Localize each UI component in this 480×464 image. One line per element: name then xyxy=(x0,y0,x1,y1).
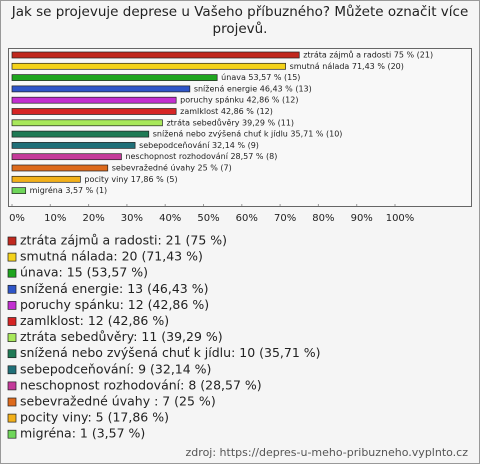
bar xyxy=(11,164,109,172)
legend-swatch xyxy=(7,349,17,359)
bar xyxy=(11,142,136,149)
data-label: sebepodceňování 32,14 % (9) xyxy=(139,140,259,150)
bar xyxy=(11,130,150,138)
legend-label: migréna: 1 (3,57 %) xyxy=(20,426,145,441)
bar xyxy=(11,51,300,59)
data-label: zamlklost 42,86 % (12) xyxy=(180,107,273,116)
x-tick-label: 0% xyxy=(9,213,25,224)
legend-label: zamlklost: 12 (42,86 %) xyxy=(20,313,169,328)
data-label: poruchy spánku 42,86 % (12) xyxy=(180,96,298,105)
x-tick-label: 60% xyxy=(236,213,258,224)
x-tick-label: 80% xyxy=(312,213,334,224)
legend-swatch xyxy=(7,365,17,375)
legend-swatch xyxy=(7,236,17,246)
data-label: snížená energie 46,43 % (13) xyxy=(194,84,312,93)
legend-swatch xyxy=(7,429,17,439)
x-tick-label: 90% xyxy=(351,213,373,224)
data-label: smutná nálada 71,43 % (20) xyxy=(290,62,404,71)
legend-swatch xyxy=(7,333,17,342)
legend-label: poruchy spánku: 12 (42,86 %) xyxy=(20,297,209,312)
x-tick-label: 70% xyxy=(274,213,296,224)
legend-swatch xyxy=(7,301,17,310)
legend-label: pocity viny: 5 (17,86 %) xyxy=(20,410,169,425)
legend-label: neschopnost rozhodování: 8 (28,57 %) xyxy=(20,377,262,392)
data-label: snížená nebo zvýšená chuť k jídlu 35,71 … xyxy=(153,129,343,139)
source: zdroj: https://depres-u-meho-pribuzneho.… xyxy=(186,446,469,459)
x-tick-label: 10% xyxy=(44,213,66,224)
title-box: Jak se projevuje deprese u Vašeho příbuz… xyxy=(11,4,469,37)
bar xyxy=(11,85,191,93)
bar xyxy=(11,187,27,194)
x-tick-label: 40% xyxy=(159,213,181,224)
legend-swatch xyxy=(7,317,17,326)
legend-swatch xyxy=(7,268,17,278)
x-tick-label: 50% xyxy=(197,213,219,224)
data-label: pocity viny 17,86 % (5) xyxy=(84,175,177,184)
legend-swatch xyxy=(7,381,17,391)
data-label: sebevražedné úvahy 25 % (7) xyxy=(112,163,232,173)
legend-label: sebepodceňování: 9 (32,14 %) xyxy=(20,361,211,376)
bar xyxy=(11,62,286,70)
bar xyxy=(11,175,81,183)
x-tick-label: 100% xyxy=(386,213,415,224)
bar xyxy=(11,119,163,127)
data-label: migréna 3,57 % (1) xyxy=(30,185,107,195)
x-tick-label: 30% xyxy=(121,213,143,224)
legend-swatch xyxy=(7,284,17,294)
legend-swatch xyxy=(7,413,17,423)
bar xyxy=(11,108,177,115)
legend-swatch xyxy=(7,397,17,407)
legend-label: smutná nálada: 20 (71,43 %) xyxy=(20,249,203,264)
bar xyxy=(11,153,122,161)
legend-swatch xyxy=(7,252,17,262)
legend-label: únava: 15 (53,57 %) xyxy=(20,265,148,280)
legend-label: sebevražedné úvahy : 7 (25 %) xyxy=(20,394,216,409)
chart-title: Jak se projevuje deprese u Vašeho příbuz… xyxy=(11,4,469,37)
data-label: únava 53,57 % (15) xyxy=(221,73,300,82)
legend-label: snížená nebo zvýšená chuť k jídlu: 10 (3… xyxy=(20,345,321,360)
legend-label: ztráta sebedůvěry: 11 (39,29 %) xyxy=(20,329,223,344)
data-label: ztráta sebedůvěry 39,29 % (11) xyxy=(166,117,294,127)
legend-label: ztráta zájmů a radosti: 21 (75 %) xyxy=(20,233,227,248)
bar xyxy=(11,96,177,104)
data-label: neschopnost rozhodování 28,57 % (8) xyxy=(125,152,277,161)
x-tick-label: 20% xyxy=(82,213,104,224)
legend-label: snížená energie: 13 (46,43 %) xyxy=(20,281,209,296)
bar xyxy=(11,74,218,81)
data-label: ztráta zájmů a radosti 75 % (21) xyxy=(303,50,433,60)
